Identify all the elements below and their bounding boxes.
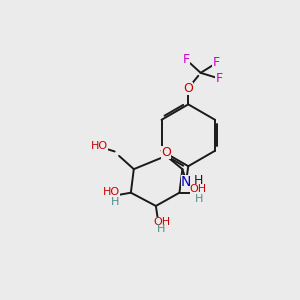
Text: HO: HO [91, 141, 108, 151]
Text: F: F [215, 72, 223, 85]
Text: H: H [194, 174, 203, 188]
Text: HO: HO [103, 187, 120, 197]
Text: F: F [183, 53, 190, 66]
Text: OH: OH [154, 217, 171, 227]
Text: N: N [181, 176, 191, 189]
Text: OH: OH [190, 184, 207, 194]
Text: H: H [195, 194, 203, 204]
Text: O: O [161, 146, 171, 159]
Text: O: O [183, 82, 193, 95]
Text: F: F [212, 56, 220, 69]
Text: H: H [110, 196, 119, 206]
Text: H: H [157, 224, 165, 235]
